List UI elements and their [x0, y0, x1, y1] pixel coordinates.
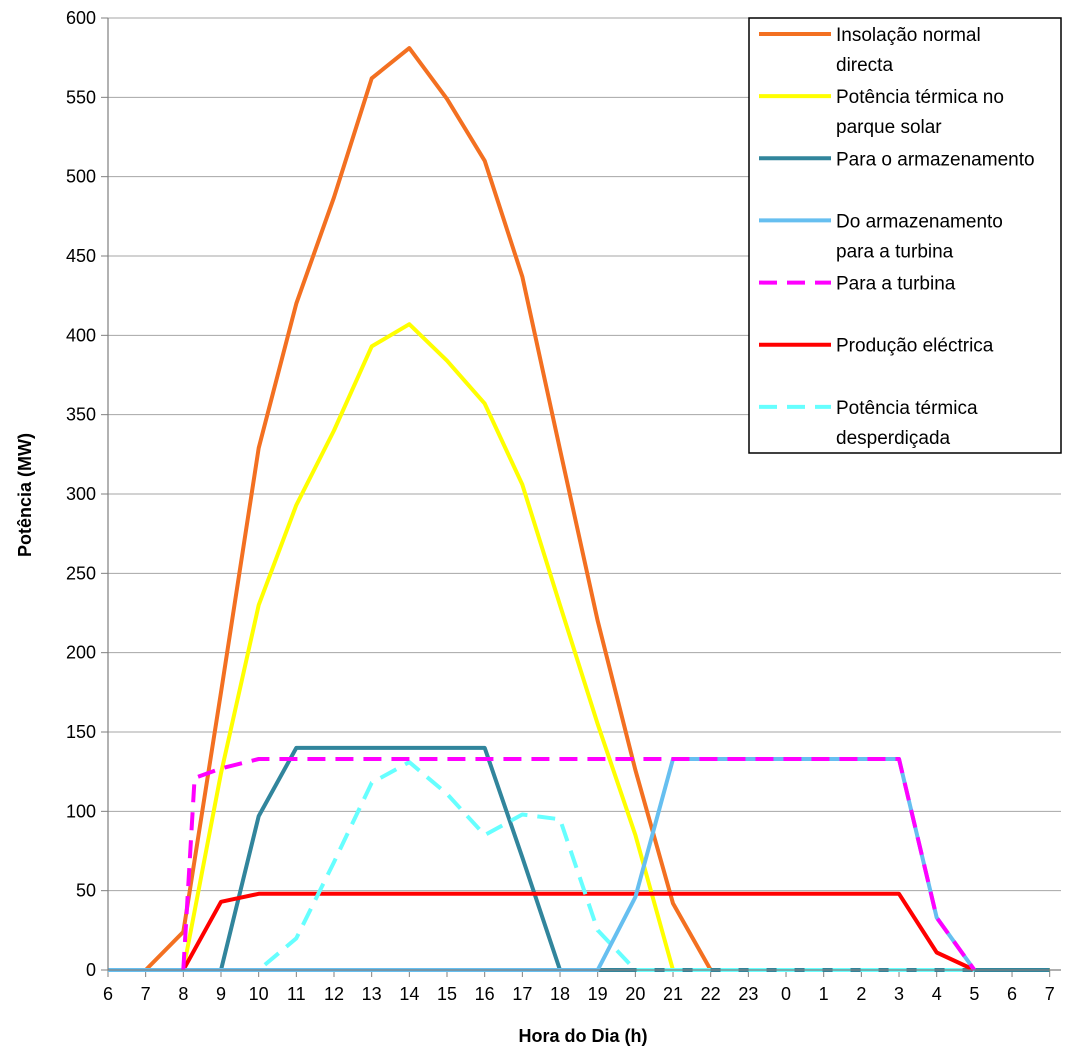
x-tick-label: 1: [819, 984, 829, 1004]
legend-label: Insolação normal directa: [836, 25, 981, 76]
legend-label: Para a turbina: [836, 274, 956, 295]
x-tick-label: 15: [437, 984, 457, 1004]
x-tick-label: 8: [178, 984, 188, 1004]
x-tick-label: 19: [588, 984, 608, 1004]
y-tick-labels: 0 50 100 150 200 250 300 350 400 450 500 550 600: [66, 8, 96, 980]
y-tick-label: 450: [66, 246, 96, 266]
x-tick-label: 23: [738, 984, 758, 1004]
x-tick-label: 20: [625, 984, 645, 1004]
series-line-para-a-turbina: [181, 757, 977, 972]
y-tick-label: 550: [66, 87, 96, 107]
legend-label: Potência térmica desperdiçada: [836, 398, 978, 449]
y-tick-label: 0: [86, 960, 96, 980]
x-tick-label: 11: [287, 984, 306, 1004]
axes: [107, 18, 1061, 971]
x-axis-title: Hora do Dia (h): [519, 1026, 648, 1046]
series-line-producao-electrica: [108, 891, 976, 972]
x-tick-label: 21: [663, 984, 683, 1004]
legend: Insolação normal directa Potência térmica …: [748, 17, 1062, 454]
x-tick-label: 12: [324, 984, 344, 1004]
legend-label: Produção eléctrica: [836, 336, 994, 357]
y-tick-label: 350: [66, 405, 96, 425]
legend-label: Do armazenamento para a turbina: [836, 211, 1003, 262]
x-tick-label: 16: [475, 984, 495, 1004]
x-tick-label: 6: [1007, 984, 1017, 1004]
x-tick-label: 0: [781, 984, 791, 1004]
y-tick-label: 50: [76, 881, 96, 901]
x-tick-label: 22: [701, 984, 721, 1004]
legend-label: Potência térmica no parque solar: [836, 87, 1004, 138]
y-tick-label: 500: [66, 167, 96, 187]
y-axis-title: Potência (MW): [15, 433, 35, 557]
x-tick-label: 5: [969, 984, 979, 1004]
x-tick-label: 13: [362, 984, 382, 1004]
y-tick-label: 250: [66, 563, 96, 583]
x-tick-label: 7: [1045, 984, 1055, 1004]
legend-box: [748, 17, 1062, 454]
y-tick-label: 100: [66, 801, 96, 821]
y-tick-label: 150: [66, 722, 96, 742]
x-tick-label: 7: [141, 984, 151, 1004]
x-tick-label: 6: [103, 984, 113, 1004]
x-tick-label: 14: [399, 984, 419, 1004]
legend-label: Para o armazenamento: [836, 149, 1035, 170]
y-tick-label: 200: [66, 643, 96, 663]
x-tick-label: 2: [856, 984, 866, 1004]
x-tick-label: 17: [512, 984, 532, 1004]
y-tick-label: 600: [66, 8, 96, 28]
y-tick-label: 400: [66, 325, 96, 345]
x-tick-labels: 6 7 8 9 10 11 12 13 14 15 16 17 18 19 20 21 22 23 0 1 2 3 4 5 6 7: [103, 984, 1055, 1004]
x-tick-label: 3: [894, 984, 904, 1004]
x-tick-label: 10: [249, 984, 269, 1004]
x-tick-label: 9: [216, 984, 226, 1004]
y-tick-label: 300: [66, 484, 96, 504]
x-tick-label: 4: [932, 984, 942, 1004]
x-tick-label: 18: [550, 984, 570, 1004]
